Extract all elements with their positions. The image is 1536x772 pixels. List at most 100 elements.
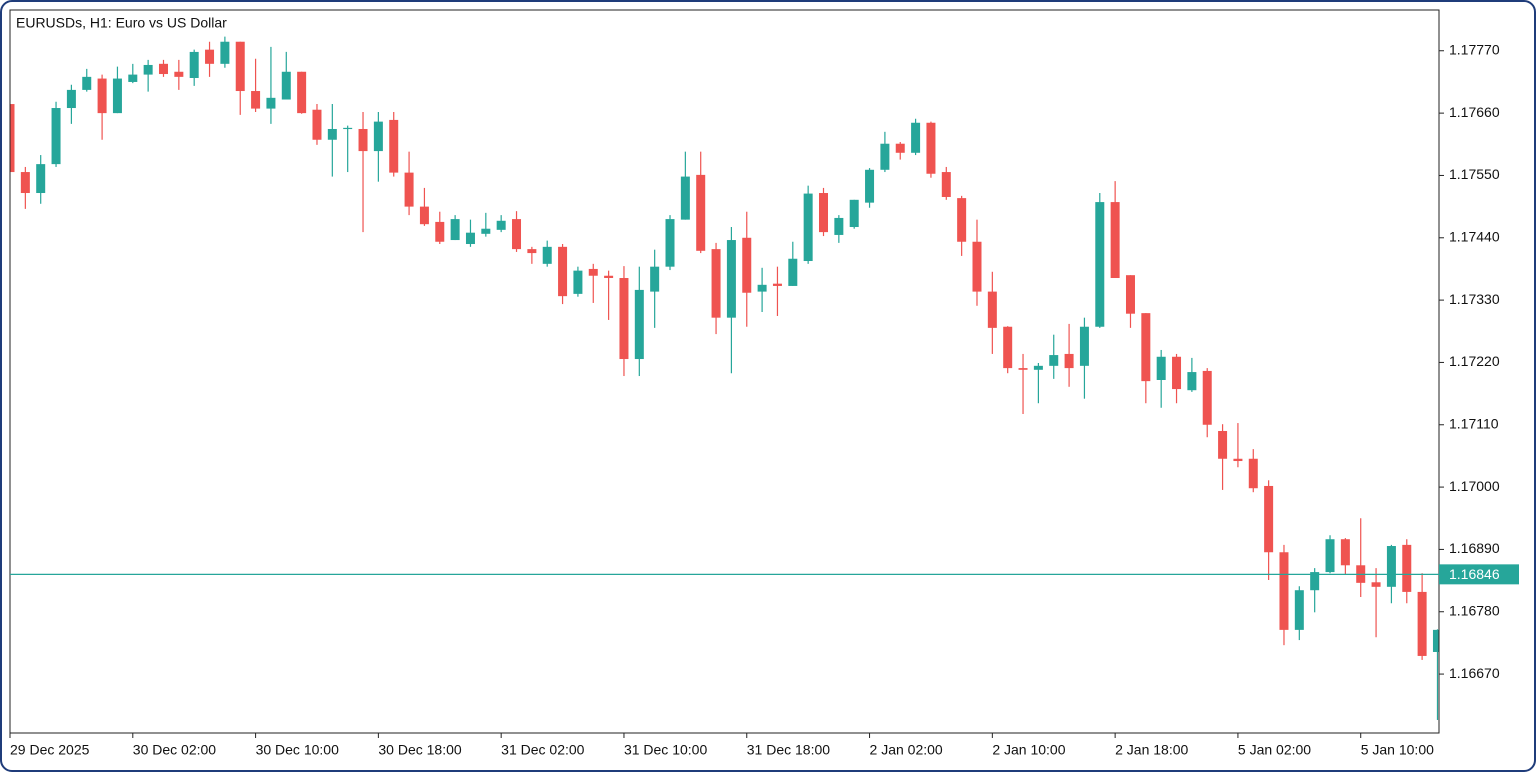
- candle-body: [404, 172, 414, 207]
- x-tick-label: 5 Jan 10:00: [1361, 742, 1434, 758]
- candle-body: [373, 121, 383, 152]
- x-tick-label: 31 Dec 18:00: [747, 742, 830, 758]
- candle-body: [542, 246, 552, 264]
- candle-body: [1233, 458, 1243, 462]
- candle-body: [419, 206, 429, 225]
- candle-body: [1386, 546, 1396, 587]
- candle-body: [665, 219, 675, 267]
- x-tick-label: 5 Jan 02:00: [1238, 742, 1311, 758]
- x-tick-label: 2 Jan 10:00: [992, 742, 1065, 758]
- candle-body: [235, 41, 245, 92]
- candle-body: [1049, 355, 1059, 366]
- candle-body: [1110, 202, 1120, 279]
- candle-body: [281, 71, 291, 100]
- plot-border: [9, 9, 1440, 734]
- x-tick-label: 31 Dec 10:00: [624, 742, 707, 758]
- candle-body: [1310, 572, 1320, 591]
- candle-body: [1279, 552, 1289, 630]
- candle-body: [865, 169, 875, 203]
- candle-body: [1402, 544, 1412, 592]
- candle-body: [1156, 356, 1166, 380]
- y-tick-label: 1.17770: [1449, 41, 1500, 57]
- current-price-tag: [1439, 564, 1519, 585]
- candle-body: [911, 122, 921, 153]
- candle-body: [36, 164, 46, 194]
- candle-body: [1264, 485, 1274, 553]
- x-tick-label: 30 Dec 10:00: [256, 742, 339, 758]
- candle-body: [1172, 356, 1182, 390]
- candle-body: [20, 172, 30, 194]
- x-tick-label: 2 Jan 02:00: [870, 742, 943, 758]
- candle-body: [51, 108, 61, 165]
- candle-body: [465, 232, 475, 245]
- candle-body: [634, 289, 644, 360]
- candle-body: [1064, 353, 1074, 369]
- candle-body: [711, 249, 721, 318]
- candle-body: [1141, 313, 1151, 382]
- candle-body: [972, 241, 982, 292]
- y-tick-label: 1.17000: [1449, 478, 1500, 494]
- candle-body: [481, 228, 491, 234]
- candle-body: [512, 219, 522, 250]
- candle-body: [726, 240, 736, 318]
- y-tick-label: 1.17660: [1449, 104, 1500, 120]
- candle-body: [788, 258, 798, 286]
- candle-body: [10, 104, 15, 173]
- candle-body: [772, 283, 782, 286]
- candle-body: [1325, 539, 1335, 573]
- candle-body: [143, 64, 153, 75]
- candle-body: [941, 172, 951, 197]
- candle-body: [312, 109, 322, 140]
- candle-body: [1248, 458, 1258, 489]
- candle-body: [327, 128, 337, 140]
- candle-body: [558, 246, 568, 297]
- candle-body: [573, 270, 583, 294]
- candle-body: [1340, 539, 1350, 566]
- candle-body: [251, 91, 261, 109]
- candle-body: [205, 49, 215, 64]
- candle-body: [1218, 430, 1228, 459]
- chart-title: EURUSDs, H1: Euro vs US Dollar: [16, 15, 227, 31]
- x-tick-label: 2 Jan 18:00: [1115, 742, 1188, 758]
- candle-body: [112, 78, 122, 114]
- x-tick-label: 31 Dec 02:00: [501, 742, 584, 758]
- candle-body: [220, 41, 230, 64]
- candle-body: [1294, 590, 1304, 630]
- candle-body: [650, 266, 660, 292]
- candle-body: [174, 71, 184, 77]
- candle-body: [389, 119, 399, 173]
- current-price-label: 1.16846: [1449, 566, 1500, 582]
- candle-body: [1432, 629, 1439, 652]
- candle-body: [604, 275, 614, 279]
- y-tick-label: 1.17330: [1449, 291, 1500, 307]
- y-tick-label: 1.17110: [1449, 415, 1499, 431]
- candle-body: [757, 284, 767, 292]
- candle-body: [1371, 582, 1381, 587]
- candle-body: [496, 220, 506, 230]
- candle-body: [297, 71, 307, 114]
- candle-body: [1095, 202, 1105, 327]
- candle-body: [588, 268, 598, 276]
- candle-body: [696, 174, 706, 251]
- candle-body: [450, 219, 460, 241]
- candle-body: [435, 221, 445, 242]
- candle-body: [1417, 591, 1427, 656]
- candle-body: [803, 193, 813, 262]
- candle-body: [66, 89, 76, 109]
- y-tick-label: 1.16780: [1449, 602, 1500, 618]
- candle-body: [158, 63, 168, 75]
- candle-body: [1018, 368, 1028, 370]
- y-tick-label: 1.16890: [1449, 540, 1500, 556]
- candle-body: [742, 237, 752, 293]
- candle-body: [82, 76, 92, 90]
- candle-body: [358, 128, 368, 152]
- candle-body: [1033, 365, 1043, 370]
- x-tick-label: 30 Dec 18:00: [378, 742, 461, 758]
- candle-body: [849, 199, 859, 228]
- plot-area: [10, 36, 1439, 720]
- candle-body: [1079, 326, 1089, 366]
- candle-body: [619, 278, 629, 360]
- y-tick-label: 1.17550: [1449, 166, 1500, 182]
